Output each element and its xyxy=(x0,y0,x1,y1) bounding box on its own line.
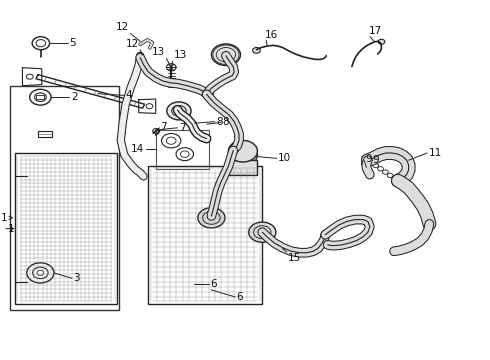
Text: 13: 13 xyxy=(151,47,165,57)
Text: 9: 9 xyxy=(365,154,371,164)
Bar xyxy=(15,153,117,304)
Circle shape xyxy=(198,208,225,228)
Text: 17: 17 xyxy=(369,26,382,36)
Text: 4: 4 xyxy=(125,90,132,100)
Text: 8: 8 xyxy=(222,117,229,127)
Text: 1: 1 xyxy=(0,213,7,223)
Circle shape xyxy=(252,48,260,53)
Text: 6: 6 xyxy=(237,292,244,302)
Bar xyxy=(10,86,120,310)
Text: 5: 5 xyxy=(69,38,75,48)
Circle shape xyxy=(167,102,191,120)
Circle shape xyxy=(228,140,257,162)
Circle shape xyxy=(211,44,241,66)
Text: 14: 14 xyxy=(131,144,145,154)
Bar xyxy=(148,166,262,304)
Text: 7: 7 xyxy=(161,122,167,132)
Circle shape xyxy=(228,144,257,166)
Text: 16: 16 xyxy=(265,30,278,40)
Text: 3: 3 xyxy=(74,273,80,283)
Text: 7: 7 xyxy=(179,123,186,133)
Text: 15: 15 xyxy=(288,253,301,263)
Text: 13: 13 xyxy=(174,50,187,60)
Text: 9: 9 xyxy=(373,155,379,165)
Text: 11: 11 xyxy=(428,148,441,158)
Bar xyxy=(156,130,209,169)
Bar xyxy=(228,160,257,175)
Text: 12: 12 xyxy=(116,22,129,32)
Circle shape xyxy=(378,39,385,44)
Text: 2: 2 xyxy=(71,92,77,102)
Bar xyxy=(38,131,52,137)
Text: 12: 12 xyxy=(125,39,139,49)
Circle shape xyxy=(249,222,276,242)
Text: 6: 6 xyxy=(210,279,217,289)
Text: 1: 1 xyxy=(7,224,14,234)
Bar xyxy=(36,95,44,99)
Text: 8: 8 xyxy=(216,117,223,127)
Text: 10: 10 xyxy=(278,153,292,163)
